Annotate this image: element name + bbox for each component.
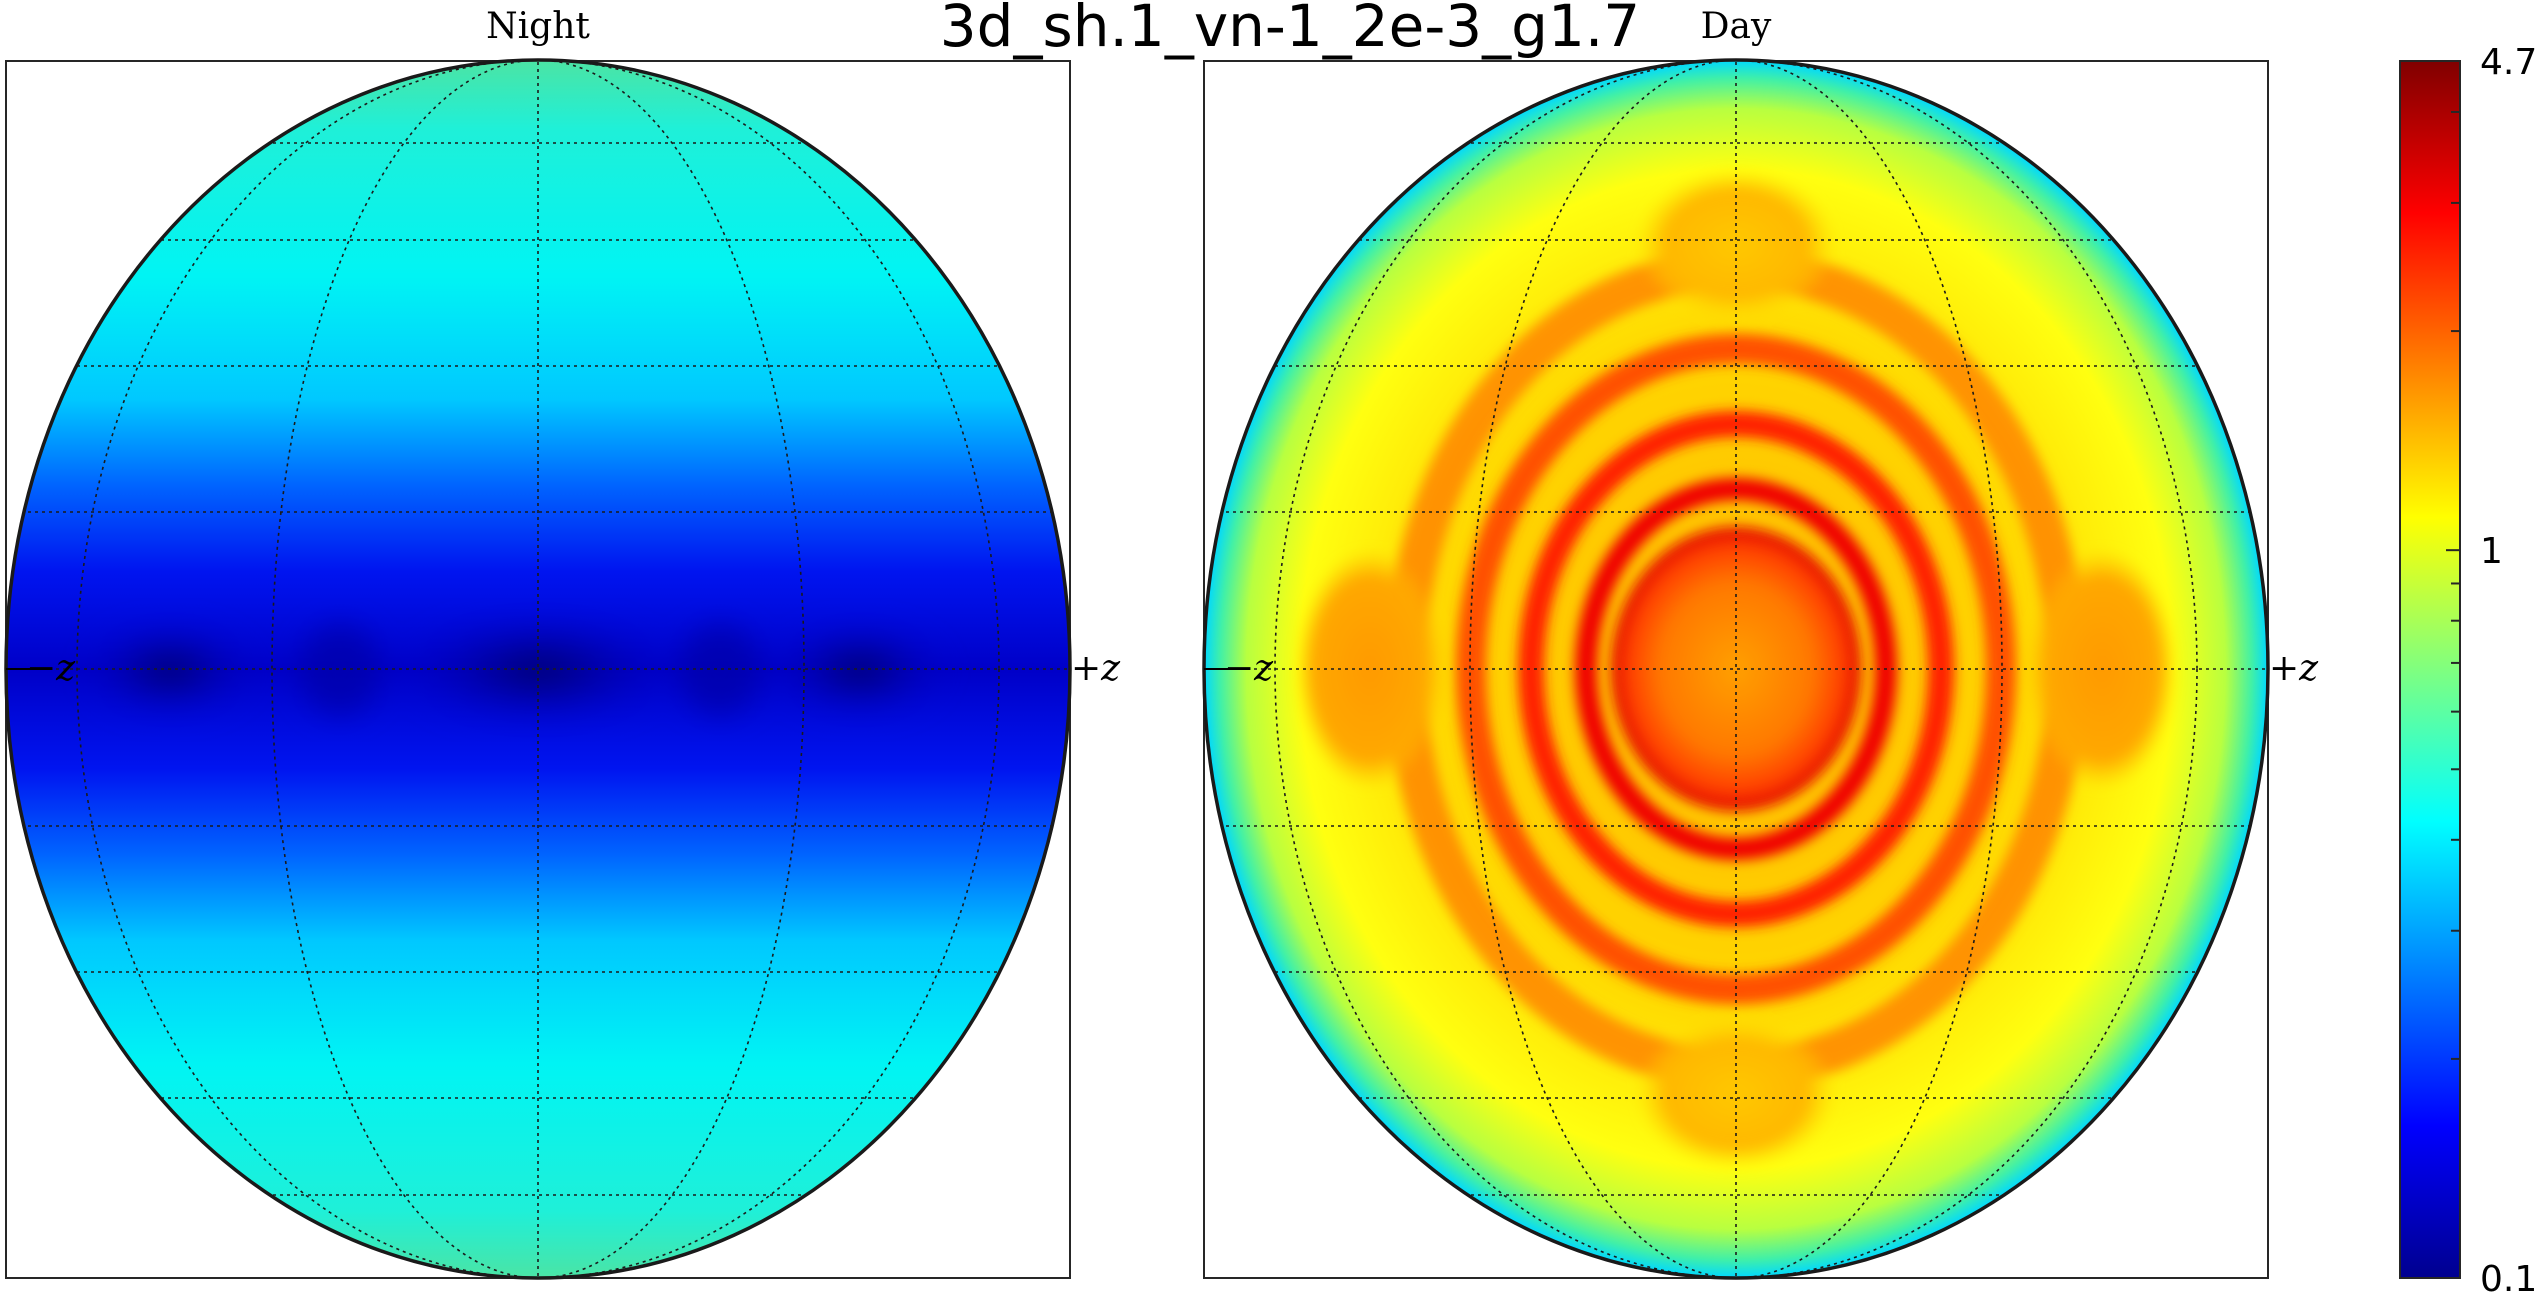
night-right-label: +z	[1071, 648, 1121, 689]
day-right-label: +z	[2269, 648, 2319, 689]
colorbar: 4.7 1 0.1	[2399, 42, 2537, 1293]
colorbar-tick-label: 1	[2480, 531, 2503, 572]
night-left-label: −z	[26, 648, 76, 689]
figure-title: 3d_sh.1_vn-1_2e-3_g1.7	[940, 0, 1640, 60]
night-panel-title: Night	[486, 6, 590, 47]
day-left-label: −z	[1224, 648, 1274, 689]
night-graticule	[6, 60, 1070, 1278]
day-panel-title: Day	[1701, 6, 1772, 47]
colorbar-tick-label: 0.1	[2480, 1259, 2537, 1293]
colorbar-tick-label: 4.7	[2480, 42, 2537, 83]
colorbar-ticks: 4.7 1 0.1	[2446, 42, 2537, 1293]
colorbar-gradient	[2399, 60, 2461, 1279]
day-panel: Day	[1202, 6, 2319, 1280]
night-panel: Night −z +z	[4, 6, 1121, 1280]
